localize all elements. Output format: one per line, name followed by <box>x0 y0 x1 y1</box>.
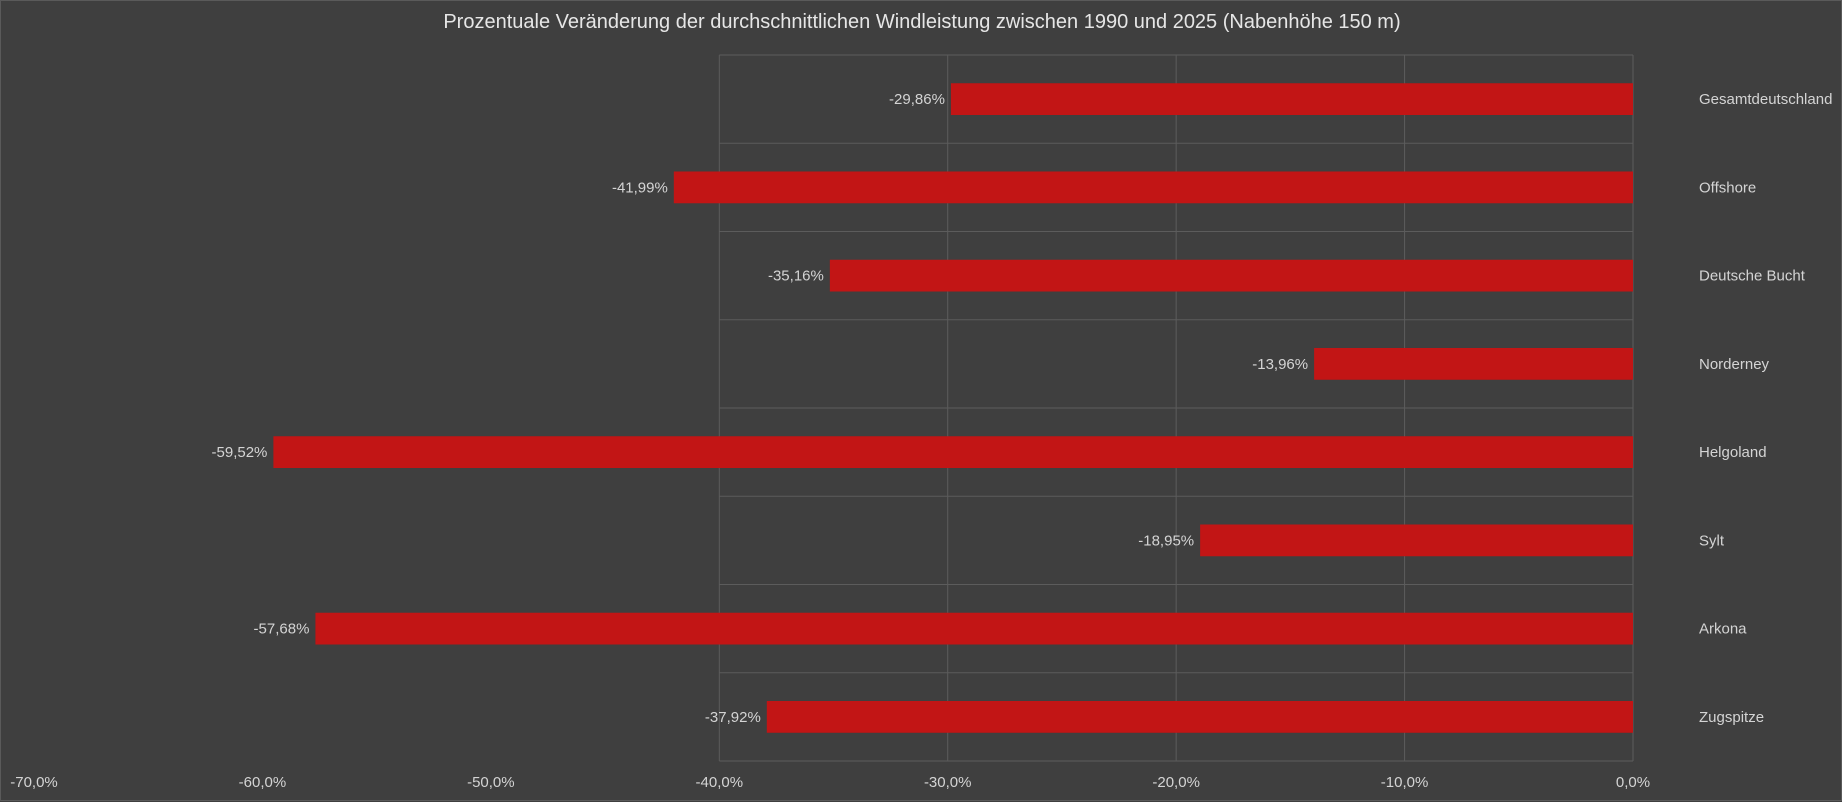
category-label: Norderney <box>1699 356 1770 373</box>
data-label: -13,96% <box>1252 356 1308 373</box>
category-labels: Gesamtdeutschland Offshore Deutsche Bucht N… <box>1699 91 1832 726</box>
x-axis-ticks: -70,0% -60,0% -50,0% -40,0% -30,0% -20,0% -10,… <box>10 774 1650 791</box>
gridlines <box>718 54 1634 762</box>
x-tick-label: -10,0% <box>1381 774 1429 791</box>
category-label: Sylt <box>1699 532 1725 549</box>
x-tick-label: -50,0% <box>467 774 515 791</box>
bar <box>273 436 1633 469</box>
x-tick-label: -30,0% <box>924 774 972 791</box>
data-label: -29,86% <box>889 91 945 108</box>
bars <box>273 83 1633 733</box>
x-tick-label: 0,0% <box>1616 774 1650 791</box>
bar <box>673 171 1633 204</box>
data-label: -35,16% <box>768 268 824 285</box>
category-label: Arkona <box>1699 621 1747 638</box>
category-label: Offshore <box>1699 179 1756 196</box>
x-tick-label: -70,0% <box>10 774 58 791</box>
bar <box>315 612 1633 645</box>
x-tick-label: -20,0% <box>1152 774 1200 791</box>
value-labels: -29,86% -41,99% -35,16% -13,96% -59,52% -18,9… <box>212 91 1309 726</box>
x-tick-label: -40,0% <box>696 774 744 791</box>
data-label: -37,92% <box>705 709 761 726</box>
category-label: Gesamtdeutschland <box>1699 91 1832 108</box>
category-label: Helgoland <box>1699 444 1767 461</box>
bar <box>1200 524 1633 557</box>
bar <box>829 259 1633 292</box>
data-label: -57,68% <box>254 621 310 638</box>
x-tick-label: -60,0% <box>239 774 287 791</box>
chart-title: Prozentuale Veränderung der durchschnitt… <box>443 11 1401 33</box>
data-label: -59,52% <box>212 444 268 461</box>
data-label: -41,99% <box>612 179 668 196</box>
data-label: -18,95% <box>1138 532 1194 549</box>
category-label: Deutsche Bucht <box>1699 268 1806 285</box>
bar <box>1314 347 1633 380</box>
bar <box>766 700 1633 733</box>
category-label: Zugspitze <box>1699 709 1764 726</box>
bar <box>950 83 1633 116</box>
